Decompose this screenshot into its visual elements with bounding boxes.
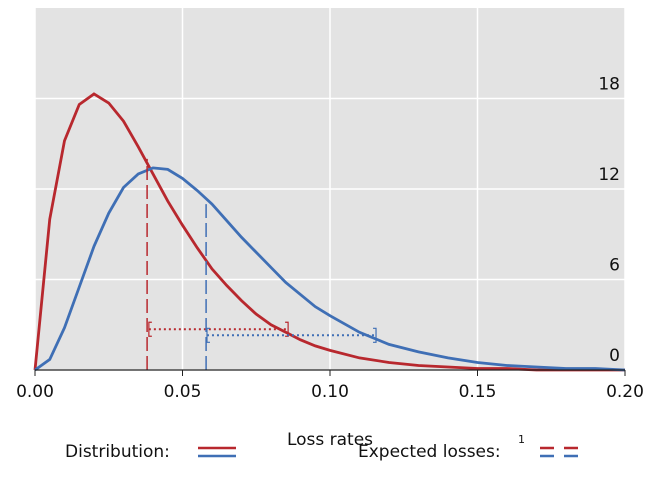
loss-range [206, 327, 377, 343]
distribution-line [34, 166, 626, 372]
y-tick-label: 12 [598, 165, 620, 185]
loss-range [148, 321, 289, 337]
distribution-line [33, 92, 625, 372]
x-tick-label: 0.05 [164, 382, 202, 402]
y-tick-label: 6 [609, 256, 620, 276]
legend-footnote: 1 [518, 433, 525, 446]
x-tick-label: 0.15 [459, 382, 497, 402]
x-tick-label: 0.10 [311, 382, 349, 402]
x-axis-label: Loss rates [287, 430, 373, 450]
y-tick-label: 0 [609, 346, 620, 366]
x-tick-label: 0.00 [16, 382, 54, 402]
legend-label: Expected losses: [358, 442, 501, 462]
range-bracket [206, 327, 377, 343]
x-tick-label: 0.20 [606, 382, 644, 402]
range-bracket [148, 321, 289, 337]
y-tick-label: 18 [598, 75, 620, 95]
legend-label: Distribution: [65, 442, 170, 462]
